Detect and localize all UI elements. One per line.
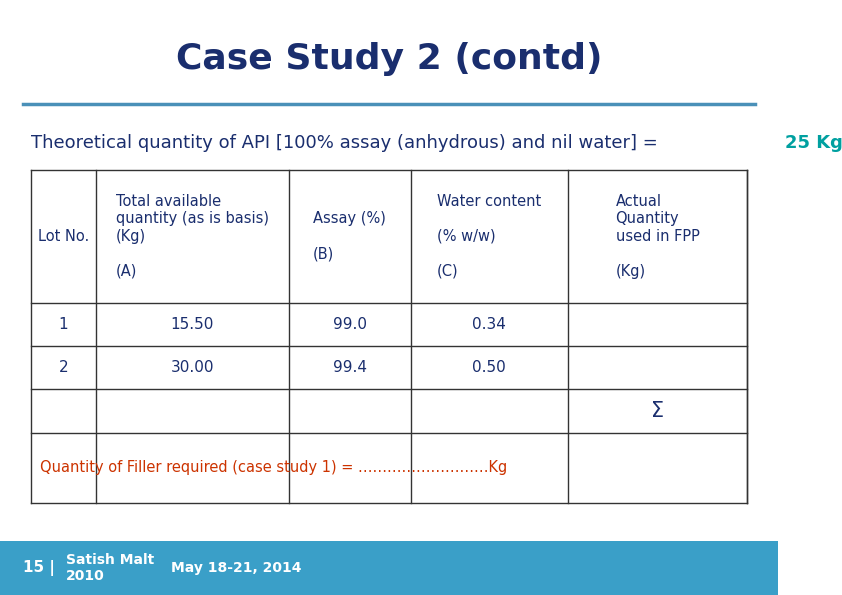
Text: Total available
quantity (as is basis)
(Kg)

(A): Total available quantity (as is basis) (… (115, 194, 269, 278)
Bar (0, 541, 778, 595)
Text: Actual
Quantity
used in FPP

(Kg): Actual Quantity used in FPP (Kg) (616, 194, 700, 278)
Text: 0.34: 0.34 (472, 317, 506, 332)
Text: 15 |: 15 | (24, 560, 56, 576)
Text: May 18-21, 2014: May 18-21, 2014 (171, 561, 301, 575)
Text: 99.0: 99.0 (333, 317, 366, 332)
Text: Lot No.: Lot No. (38, 228, 89, 244)
Text: 2: 2 (59, 361, 68, 375)
Text: Σ: Σ (651, 401, 664, 421)
Text: Quantity of Filler required (case study 1) = ………………………Kg: Quantity of Filler required (case study … (40, 461, 508, 475)
Text: 99.4: 99.4 (333, 361, 366, 375)
Text: 15.50: 15.50 (170, 317, 214, 332)
Text: 30.00: 30.00 (170, 361, 214, 375)
Text: 0.50: 0.50 (472, 361, 506, 375)
Text: Water content

(% w/w)

(C): Water content (% w/w) (C) (437, 194, 541, 278)
Text: 25 Kg: 25 Kg (786, 134, 842, 152)
Text: Assay (%)

(B): Assay (%) (B) (313, 211, 386, 261)
Text: 1: 1 (59, 317, 68, 332)
Text: Case Study 2 (contd): Case Study 2 (contd) (176, 42, 602, 76)
Text: Theoretical quantity of API [100% assay (anhydrous) and nil water] =: Theoretical quantity of API [100% assay … (31, 134, 663, 152)
Text: Satish Malt
2010: Satish Malt 2010 (67, 553, 154, 583)
